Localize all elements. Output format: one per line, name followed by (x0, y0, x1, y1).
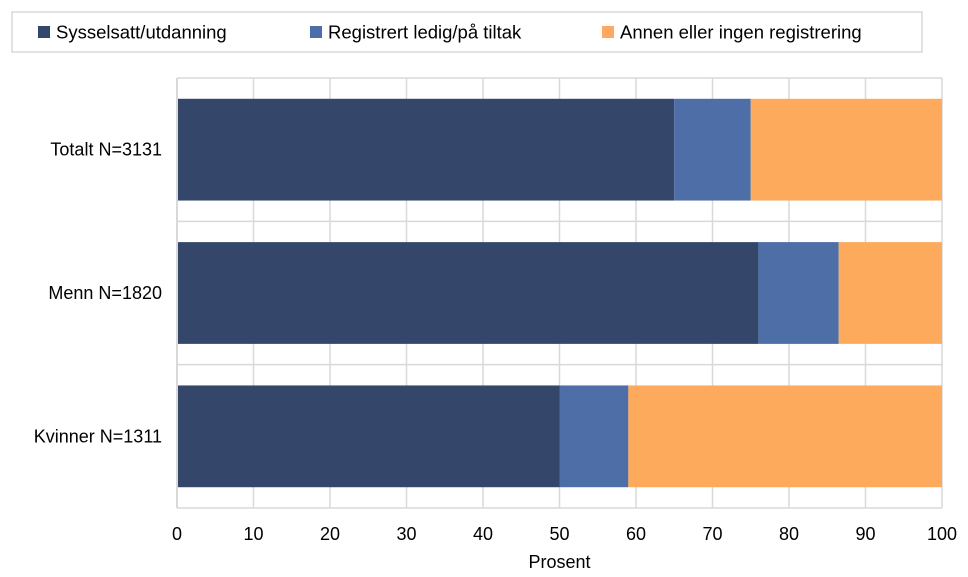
bar-kvinner-n-1311-sysselsatt-utdanning (177, 385, 560, 488)
bar-kvinner-n-1311-registrert-ledig-p-tiltak (559, 385, 629, 488)
bar-totalt-n-3131-annen-eller-ingen-registrering (750, 98, 942, 201)
category-label-1: Menn N=1820 (48, 283, 162, 303)
x-tick-label-30: 30 (396, 524, 416, 544)
legend-swatch-annen-eller-ingen-registrering (602, 26, 614, 38)
legend-label-annen-eller-ingen-registrering: Annen eller ingen registrering (620, 22, 862, 43)
x-axis-title: Prosent (528, 552, 590, 572)
legend-label-sysselsatt-utdanning: Sysselsatt/utdanning (56, 22, 227, 43)
legend-swatch-sysselsatt-utdanning (38, 26, 50, 38)
bar-totalt-n-3131-sysselsatt-utdanning (177, 98, 675, 201)
x-axis: 0 10 20 30 40 50 60 70 80 90 100 Prosent (172, 524, 957, 572)
x-tick-label-80: 80 (779, 524, 799, 544)
plot-area (177, 77, 943, 509)
legend-swatch-registrert-ledig-p-tiltak (310, 26, 322, 38)
category-label-2: Kvinner N=1311 (34, 426, 162, 446)
category-label-0: Totalt N=3131 (50, 140, 162, 160)
bar-kvinner-n-1311-annen-eller-ingen-registrering (628, 385, 942, 488)
legend: Sysselsatt/utdanning Registrert ledig/på … (11, 11, 923, 53)
bar-menn-n-1820-registrert-ledig-p-tiltak (758, 242, 839, 344)
legend-label-registrert-ledig-p-tiltak: Registrert ledig/på tiltak (328, 22, 522, 43)
x-tick-label-10: 10 (243, 524, 263, 544)
x-tick-label-70: 70 (702, 524, 722, 544)
bar-totalt-n-3131-registrert-ledig-p-tiltak (674, 98, 751, 201)
bar-menn-n-1820-sysselsatt-utdanning (177, 242, 759, 344)
x-tick-label-100: 100 (927, 524, 957, 544)
y-axis: Totalt N=3131 Menn N=1820 Kvinner N=1311 (34, 78, 178, 508)
bar-menn-n-1820-annen-eller-ingen-registrering (838, 242, 942, 344)
legend-box (11, 11, 923, 53)
x-tick-label-20: 20 (320, 524, 340, 544)
x-tick-label-0: 0 (172, 524, 182, 544)
x-tick-label-90: 90 (855, 524, 875, 544)
x-tick-label-50: 50 (549, 524, 569, 544)
x-tick-label-60: 60 (626, 524, 646, 544)
x-tick-label-40: 40 (473, 524, 493, 544)
